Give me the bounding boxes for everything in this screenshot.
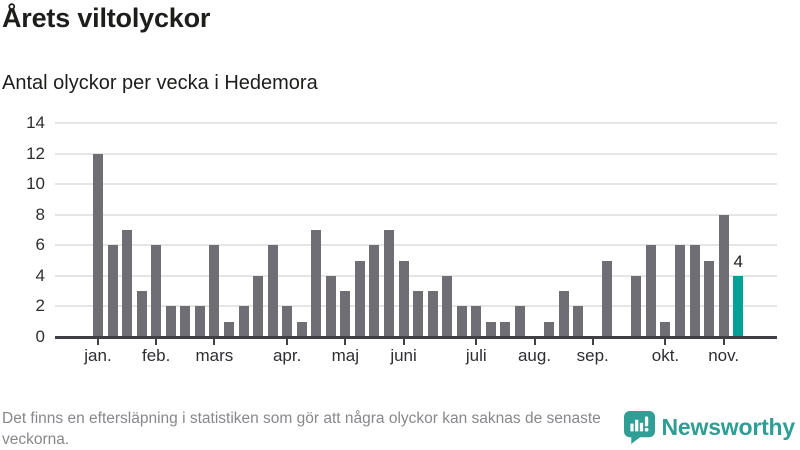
bar bbox=[93, 153, 103, 337]
bar bbox=[354, 260, 365, 337]
bar bbox=[471, 306, 482, 337]
y-axis-label: 8 bbox=[35, 204, 45, 224]
bar bbox=[151, 245, 162, 337]
y-axis-label: 12 bbox=[26, 143, 45, 163]
bar bbox=[660, 321, 671, 337]
x-tick-mark bbox=[591, 339, 594, 345]
x-axis-label: aug. bbox=[517, 346, 552, 365]
bar bbox=[631, 275, 642, 337]
bar bbox=[136, 291, 147, 337]
bar bbox=[194, 306, 205, 337]
x-axis-label: apr. bbox=[272, 346, 302, 365]
bar bbox=[456, 306, 467, 337]
newsworthy-logo: Newsworthy bbox=[623, 411, 796, 444]
bar bbox=[485, 321, 496, 337]
x-tick-mark bbox=[402, 339, 405, 345]
x-tick-mark bbox=[213, 339, 216, 345]
bar bbox=[238, 306, 249, 337]
bar bbox=[165, 306, 176, 337]
bar bbox=[398, 260, 409, 337]
x-tick-mark bbox=[97, 339, 99, 345]
x-tick-mark bbox=[664, 339, 667, 345]
bar bbox=[544, 321, 555, 337]
x-axis-label: sep. bbox=[576, 346, 609, 365]
bar bbox=[296, 321, 307, 337]
bar bbox=[500, 321, 511, 337]
x-axis-label: juli bbox=[465, 346, 487, 365]
bar bbox=[122, 230, 133, 337]
y-axis-label: 4 bbox=[35, 265, 45, 285]
y-axis-label: 10 bbox=[26, 174, 45, 194]
x-axis-label: maj bbox=[331, 346, 360, 365]
bar bbox=[107, 245, 118, 337]
bar bbox=[602, 260, 613, 337]
x-axis-label: nov. bbox=[708, 346, 740, 365]
bar bbox=[689, 245, 700, 337]
gridline bbox=[55, 244, 777, 247]
x-axis-label: jan. bbox=[84, 346, 112, 365]
chart-subtitle: Antal olyckor per vecka i Hedemora bbox=[2, 72, 318, 94]
x-tick-mark bbox=[722, 339, 725, 345]
x-axis-line bbox=[55, 336, 777, 339]
x-tick-mark bbox=[286, 339, 289, 345]
x-tick-mark bbox=[344, 339, 347, 345]
footnote: Det finns en eftersläpning i statistiken… bbox=[2, 410, 601, 448]
x-axis-label: okt. bbox=[651, 346, 680, 365]
bar bbox=[267, 245, 278, 337]
x-tick-mark bbox=[533, 339, 536, 345]
bar bbox=[223, 321, 234, 337]
bar bbox=[718, 214, 729, 337]
bar bbox=[645, 245, 656, 337]
bar bbox=[442, 275, 453, 337]
value-label: 4 bbox=[733, 251, 743, 271]
x-axis-label: mars bbox=[195, 346, 234, 365]
y-axis-label: 14 bbox=[26, 113, 45, 132]
y-axis-label: 6 bbox=[35, 235, 45, 255]
bar bbox=[282, 306, 293, 337]
bar bbox=[675, 245, 685, 337]
y-axis-label: 0 bbox=[35, 327, 45, 346]
x-tick-mark bbox=[475, 339, 478, 345]
bar bbox=[733, 275, 744, 337]
bar bbox=[384, 230, 394, 337]
bar bbox=[413, 291, 424, 337]
bar bbox=[180, 306, 191, 337]
y-axis-label: 2 bbox=[35, 296, 45, 316]
newsworthy-bubble-chart-icon bbox=[623, 411, 655, 444]
bar bbox=[514, 306, 525, 337]
gridline bbox=[55, 274, 777, 277]
x-axis-label: juni bbox=[390, 346, 417, 365]
bar bbox=[427, 291, 438, 337]
gridline bbox=[55, 213, 777, 216]
bar bbox=[325, 275, 336, 337]
bar bbox=[253, 275, 264, 337]
gridline bbox=[55, 122, 777, 124]
bar bbox=[558, 291, 569, 337]
brand-name: Newsworthy bbox=[661, 414, 796, 440]
bar bbox=[340, 291, 351, 337]
bar bbox=[573, 306, 584, 337]
chart-title: Årets viltolyckor bbox=[2, 3, 211, 33]
bar bbox=[311, 230, 322, 337]
x-tick-mark bbox=[155, 339, 158, 345]
bar bbox=[704, 260, 715, 337]
x-axis-label: feb. bbox=[142, 346, 171, 365]
gridline bbox=[55, 183, 777, 186]
bar bbox=[209, 245, 220, 337]
bar bbox=[369, 245, 380, 337]
gridline bbox=[55, 152, 777, 155]
